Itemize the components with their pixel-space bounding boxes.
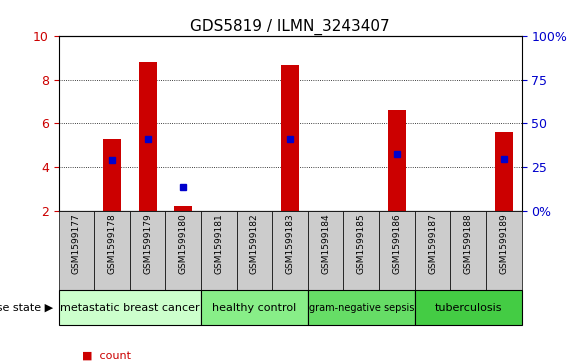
Bar — [450, 211, 486, 290]
Bar — [486, 211, 522, 290]
Bar — [103, 139, 121, 211]
Text: GSM1599178: GSM1599178 — [107, 213, 117, 274]
Bar — [237, 211, 272, 290]
Text: ■  count: ■ count — [82, 351, 131, 361]
Bar — [495, 132, 513, 211]
Bar — [201, 290, 308, 325]
Bar — [308, 211, 343, 290]
Text: GSM1599177: GSM1599177 — [72, 213, 81, 274]
Text: healthy control: healthy control — [212, 303, 297, 313]
Bar — [415, 290, 522, 325]
Text: GSM1599185: GSM1599185 — [357, 213, 366, 274]
Text: tuberculosis: tuberculosis — [434, 303, 502, 313]
Bar — [165, 211, 201, 290]
Bar — [175, 206, 192, 211]
Bar — [379, 211, 415, 290]
Text: gram-negative sepsis: gram-negative sepsis — [309, 303, 414, 313]
Text: GSM1599183: GSM1599183 — [285, 213, 295, 274]
Text: GSM1599179: GSM1599179 — [143, 213, 152, 274]
Text: GSM1599187: GSM1599187 — [428, 213, 437, 274]
Text: GSM1599182: GSM1599182 — [250, 213, 259, 274]
Bar — [388, 110, 406, 211]
Bar — [139, 62, 156, 211]
Bar — [59, 290, 201, 325]
Text: GSM1599186: GSM1599186 — [393, 213, 401, 274]
Bar — [415, 211, 450, 290]
Text: GSM1599180: GSM1599180 — [179, 213, 188, 274]
Text: metastatic breast cancer: metastatic breast cancer — [60, 303, 200, 313]
Bar — [94, 211, 130, 290]
Text: GSM1599188: GSM1599188 — [464, 213, 473, 274]
Bar — [272, 211, 308, 290]
Text: GSM1599184: GSM1599184 — [321, 213, 330, 274]
Bar — [343, 211, 379, 290]
Text: GSM1599189: GSM1599189 — [499, 213, 508, 274]
Bar — [59, 211, 94, 290]
Text: GSM1599181: GSM1599181 — [214, 213, 223, 274]
Bar — [201, 211, 237, 290]
Bar — [130, 211, 165, 290]
Title: GDS5819 / ILMN_3243407: GDS5819 / ILMN_3243407 — [190, 19, 390, 35]
Bar — [281, 65, 299, 211]
Bar — [308, 290, 415, 325]
Text: disease state ▶: disease state ▶ — [0, 303, 53, 313]
